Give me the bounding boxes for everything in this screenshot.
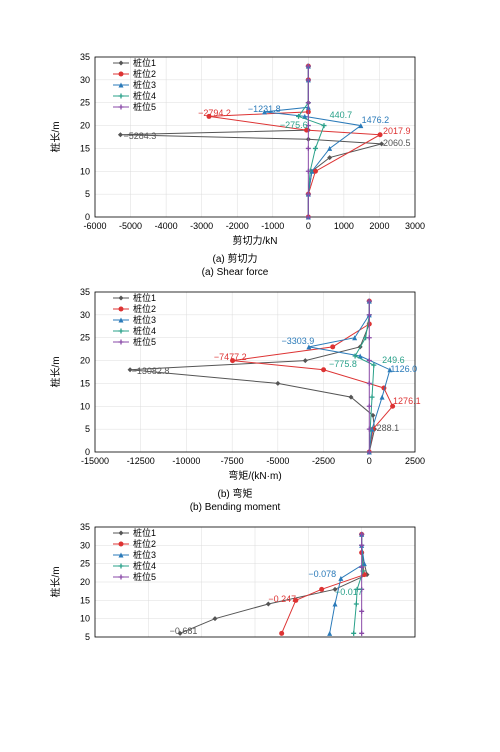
legend-item: 桩位3 — [133, 549, 156, 560]
svg-text:20: 20 — [80, 356, 90, 366]
value-annotation: −0.017 — [335, 587, 363, 597]
svg-text:20: 20 — [80, 577, 90, 587]
svg-text:-5000: -5000 — [266, 456, 289, 466]
svg-text:10: 10 — [80, 614, 90, 624]
svg-text:15: 15 — [80, 595, 90, 605]
svg-text:5: 5 — [85, 189, 90, 199]
legend-item: 桩位2 — [133, 68, 156, 79]
svg-text:-1000: -1000 — [261, 221, 284, 231]
value-annotation: 1126.0 — [390, 364, 417, 374]
caption-b-cn: (b) 弯矩 — [45, 485, 425, 500]
svg-text:25: 25 — [80, 98, 90, 108]
value-annotation: −13082.8 — [132, 366, 170, 376]
svg-text:弯矩/(kN·m): 弯矩/(kN·m) — [228, 469, 281, 482]
svg-text:5: 5 — [85, 632, 90, 642]
svg-text:25: 25 — [80, 559, 90, 569]
value-annotation: 1276.1 — [393, 396, 421, 406]
legend-item: 桩位4 — [133, 90, 156, 101]
svg-text:1000: 1000 — [334, 221, 354, 231]
svg-text:-5000: -5000 — [119, 221, 142, 231]
svg-text:15: 15 — [80, 143, 90, 153]
svg-text:20: 20 — [80, 121, 90, 131]
value-annotation: 440.7 — [330, 110, 353, 120]
svg-text:0: 0 — [367, 456, 372, 466]
svg-text:0: 0 — [306, 221, 311, 231]
legend-item: 桩位5 — [133, 571, 156, 582]
svg-text:35: 35 — [80, 52, 90, 62]
svg-text:-6000: -6000 — [83, 221, 106, 231]
legend-item: 桩位4 — [133, 325, 156, 336]
svg-text:2000: 2000 — [369, 221, 389, 231]
svg-text:2500: 2500 — [405, 456, 425, 466]
svg-text:剪切力/kN: 剪切力/kN — [233, 234, 278, 247]
svg-text:-12500: -12500 — [127, 456, 155, 466]
svg-text:桩长/m: 桩长/m — [49, 356, 62, 387]
svg-text:-7500: -7500 — [221, 456, 244, 466]
bending-moment-chart: -15000 -12500 -10000 -7500 -5000 -2500 0 2500 0 5… — [45, 280, 425, 484]
value-annotation: −7477.2 — [214, 352, 247, 362]
svg-text:-4000: -4000 — [155, 221, 178, 231]
svg-text:桩长/m: 桩长/m — [49, 566, 62, 597]
svg-text:30: 30 — [80, 75, 90, 85]
legend-item: 桩位3 — [133, 314, 156, 325]
value-annotation: −1231.8 — [248, 104, 281, 114]
svg-text:35: 35 — [80, 287, 90, 297]
svg-text:-15000: -15000 — [81, 456, 109, 466]
svg-text:3000: 3000 — [405, 221, 425, 231]
value-annotation: 288.1 — [377, 423, 400, 433]
value-annotation: −275.6 — [280, 120, 308, 130]
value-annotation: −3303.9 — [282, 336, 315, 346]
svg-text:5: 5 — [85, 424, 90, 434]
legend-item: 桩位5 — [133, 101, 156, 112]
caption-b-en: (b) Bending moment — [45, 502, 425, 513]
legend-item: 桩位2 — [133, 303, 156, 314]
svg-text:桩长/m: 桩长/m — [49, 121, 62, 152]
value-annotation: 2017.9 — [383, 126, 411, 136]
caption-a-cn: (a) 剪切力 — [45, 250, 425, 265]
shearChart-svg: -6000 -5000 -4000 -3000 -2000 -1000 0 1000 2000 3… — [45, 45, 425, 249]
legend-item: 桩位1 — [133, 57, 156, 68]
legend-item: 桩位5 — [133, 336, 156, 347]
value-annotation: −0.078 — [308, 569, 336, 579]
value-annotation: −2794.2 — [198, 108, 231, 118]
svg-text:25: 25 — [80, 333, 90, 343]
value-annotation: 2060.5 — [383, 138, 411, 148]
legend-item: 桩位2 — [133, 538, 156, 549]
legend-item: 桩位1 — [133, 527, 156, 538]
value-annotation: 1476.2 — [362, 115, 390, 125]
value-annotation: −0.681 — [170, 626, 198, 636]
svg-text:15: 15 — [80, 378, 90, 388]
value-annotation: −0.247 — [268, 594, 296, 604]
svg-text:30: 30 — [80, 540, 90, 550]
momentChart-svg: -15000 -12500 -10000 -7500 -5000 -2500 0 2500 0 5… — [45, 280, 425, 484]
caption-a-en: (a) Shear force — [45, 267, 425, 278]
svg-text:-2000: -2000 — [226, 221, 249, 231]
svg-text:-10000: -10000 — [172, 456, 200, 466]
value-annotation: −5284.3 — [123, 131, 156, 141]
svg-text:0: 0 — [85, 447, 90, 457]
svg-text:30: 30 — [80, 310, 90, 320]
svg-text:0: 0 — [85, 212, 90, 222]
shear-force-chart: -6000 -5000 -4000 -3000 -2000 -1000 0 1000 2000 3… — [45, 45, 425, 249]
svg-text:-3000: -3000 — [190, 221, 213, 231]
svg-text:-2500: -2500 — [312, 456, 335, 466]
svg-text:35: 35 — [80, 522, 90, 532]
svg-text:10: 10 — [80, 166, 90, 176]
value-annotation: −775.8 — [329, 359, 357, 369]
partial-chart: 5 10 15 20 25 30 35 桩位1桩位2桩位3桩位4桩位5 桩长/m −0.681 −0… — [45, 515, 425, 669]
legend-item: 桩位3 — [133, 79, 156, 90]
partialChart-svg: 5 10 15 20 25 30 35 桩位1桩位2桩位3桩位4桩位5 桩长/m — [45, 515, 425, 669]
legend-item: 桩位1 — [133, 292, 156, 303]
svg-text:10: 10 — [80, 401, 90, 411]
legend-item: 桩位4 — [133, 560, 156, 571]
